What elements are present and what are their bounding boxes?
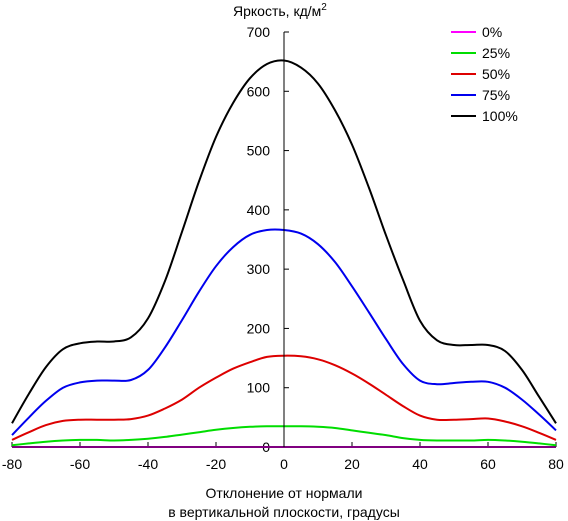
x-tick-label: -20 — [206, 456, 226, 472]
legend-label: 100% — [482, 108, 518, 124]
y-tick-label: 500 — [247, 143, 271, 159]
y-tick-label: 100 — [247, 380, 271, 396]
y-tick-label: 400 — [247, 202, 271, 218]
y-tick-label: 600 — [247, 83, 271, 99]
legend-label: 50% — [482, 66, 510, 82]
legend-label: 75% — [482, 87, 510, 103]
x-axis-title-line2: в вертикальной плоскости, градусы — [168, 504, 400, 520]
legend-label: 25% — [482, 45, 510, 61]
x-tick-label: -80 — [2, 456, 22, 472]
y-tick-label: 700 — [247, 24, 271, 40]
legend-label: 0% — [482, 24, 502, 40]
x-tick-label: 40 — [412, 456, 428, 472]
legend: 0% 25% 50% 75% 100% — [451, 24, 518, 124]
x-tick-label: 60 — [480, 456, 496, 472]
x-tick-label: -60 — [70, 456, 90, 472]
x-axis-ticks: -80 -60 -40 -20 0 20 40 60 80 — [2, 442, 564, 472]
x-axis-title-line1: Отклонение от нормали — [206, 485, 363, 501]
y-tick-label: 200 — [247, 320, 271, 336]
y-axis-title: Яркость, кд/м2 — [233, 2, 327, 19]
y-tick-label: 300 — [247, 261, 271, 277]
x-tick-label: 20 — [344, 456, 360, 472]
x-tick-label: 80 — [548, 456, 564, 472]
x-tick-label: 0 — [280, 456, 288, 472]
x-tick-label: -40 — [138, 456, 158, 472]
